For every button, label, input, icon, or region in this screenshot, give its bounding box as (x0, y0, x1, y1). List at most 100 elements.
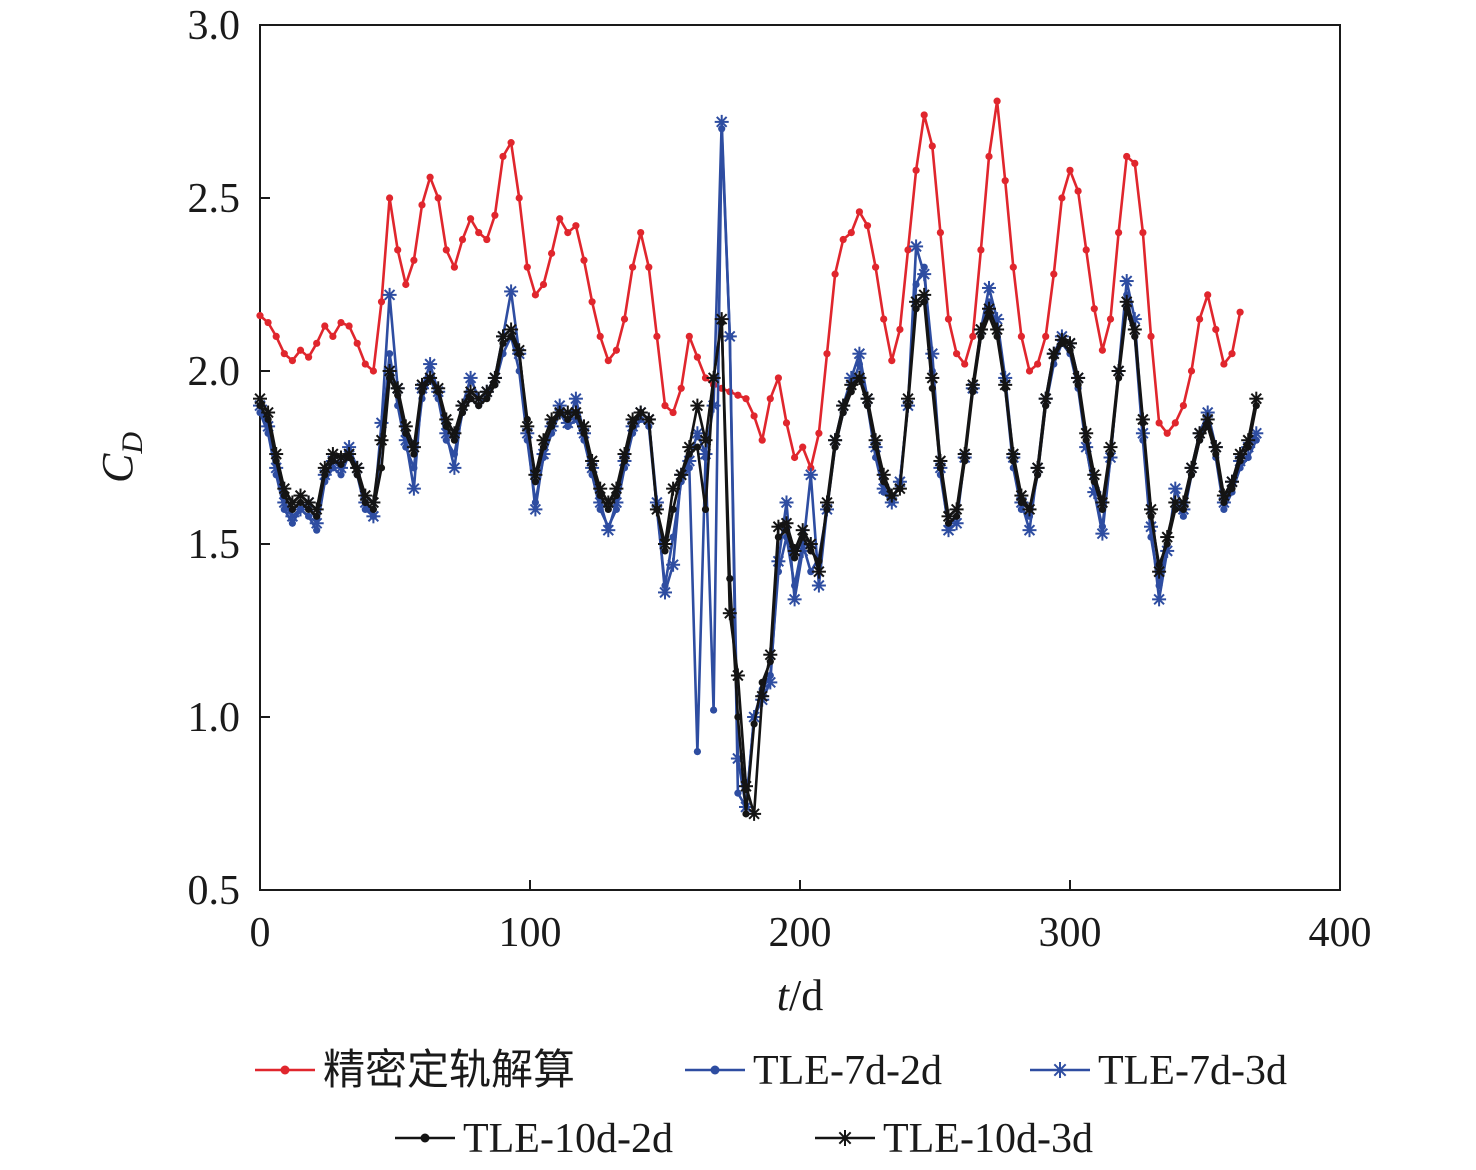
y-tick-label: 3.0 (188, 3, 241, 49)
data-point (685, 332, 693, 340)
data-point (844, 377, 859, 392)
data-point (722, 606, 737, 621)
legend-swatch-marker (1052, 1062, 1068, 1078)
axis-layer: 0 100 200 300 400 0.5 1.0 1.5 2.0 2.5 3.0 (188, 3, 1372, 956)
data-point (953, 350, 961, 358)
data-point (1046, 346, 1061, 361)
data-point (572, 222, 580, 230)
data-point (791, 453, 799, 462)
data-point (828, 433, 843, 448)
data-point (305, 353, 313, 361)
data-point (1058, 194, 1066, 202)
data-point (1042, 332, 1050, 340)
data-point (714, 312, 729, 327)
data-point (1066, 166, 1074, 174)
data-point (285, 495, 300, 510)
data-point (917, 287, 932, 302)
data-point (949, 502, 964, 517)
data-point (447, 426, 462, 441)
data-point (912, 166, 920, 174)
data-point (1022, 502, 1037, 517)
data-point (1225, 474, 1239, 489)
data-point (750, 720, 758, 728)
legend-item: TLE-10d-2d (395, 1116, 673, 1162)
data-point (714, 114, 729, 129)
data-point (730, 668, 745, 683)
data-point (568, 405, 583, 420)
data-point (1025, 367, 1034, 375)
data-point (1095, 495, 1110, 510)
data-point (666, 481, 681, 496)
data-point (548, 249, 556, 257)
data-point (1147, 332, 1155, 340)
data-point (253, 391, 267, 406)
data-point (601, 495, 616, 510)
data-point (649, 502, 664, 517)
data-point (536, 433, 551, 448)
data-point (811, 564, 826, 579)
data-point (1233, 447, 1248, 462)
data-point (855, 208, 864, 216)
data-point (1017, 332, 1025, 340)
data-point (377, 464, 386, 472)
data-point (475, 229, 483, 237)
data-point (288, 357, 296, 365)
data-point (337, 318, 345, 327)
data-point (261, 405, 276, 420)
data-point (394, 246, 402, 254)
x-tick-label: 100 (499, 910, 562, 956)
data-point (998, 377, 1013, 392)
data-point (612, 346, 621, 354)
data-point (345, 322, 353, 330)
data-point (479, 384, 494, 399)
data-point (458, 235, 467, 244)
data-point (965, 377, 980, 392)
data-point (1212, 325, 1220, 334)
data-point (577, 419, 591, 434)
data-point (1006, 447, 1021, 462)
y-tick-label: 1.0 (188, 695, 241, 741)
x-axis-title: t/d (777, 971, 823, 1020)
data-point (455, 398, 470, 413)
data-point (491, 211, 499, 219)
data-point (1135, 412, 1150, 427)
data-point (892, 481, 907, 496)
data-point (280, 350, 288, 358)
data-point (1030, 460, 1045, 475)
data-point (406, 440, 421, 455)
data-point (629, 263, 637, 271)
data-point (593, 481, 608, 496)
data-point (1179, 402, 1187, 410)
data-point (674, 467, 689, 482)
data-point (483, 235, 491, 244)
data-point (1236, 308, 1244, 316)
data-point (1208, 440, 1223, 455)
data-point (442, 246, 450, 254)
data-point (625, 412, 640, 427)
data-point (596, 332, 604, 340)
data-point (499, 152, 507, 161)
data-point (734, 391, 742, 399)
data-point (1022, 523, 1037, 538)
data-point (272, 332, 280, 340)
data-point (1196, 315, 1204, 323)
data-point (742, 810, 750, 818)
x-axis-title-unit: /d (789, 971, 823, 1020)
data-point (658, 585, 672, 600)
data-point (803, 537, 818, 551)
data-point (1168, 481, 1183, 496)
data-point (666, 557, 681, 572)
data-point (1200, 412, 1215, 427)
legend-label: TLE-7d-2d (753, 1048, 942, 1094)
data-point (774, 374, 783, 382)
data-point (868, 433, 883, 448)
data-point (831, 270, 839, 278)
data-point (836, 398, 851, 413)
data-point (698, 433, 713, 448)
legend-label: 精密定轨解算 (323, 1047, 575, 1094)
data-point (961, 360, 969, 368)
data-point (361, 360, 369, 368)
y-axis-title: CD (93, 432, 149, 483)
data-point (329, 332, 337, 340)
